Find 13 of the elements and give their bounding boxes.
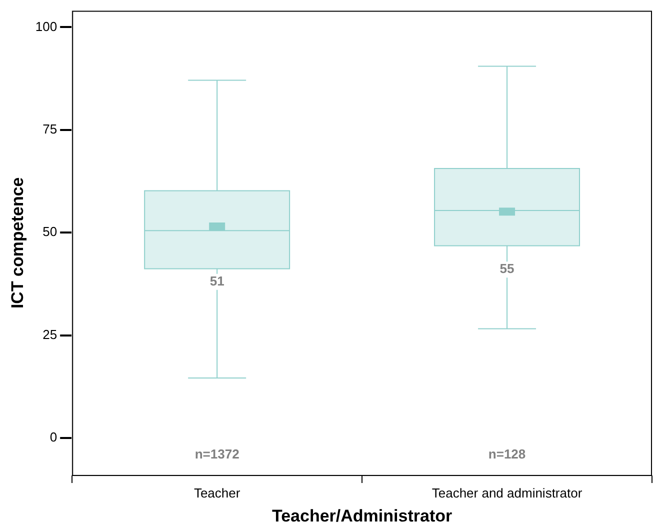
- y-tick-label: 0: [50, 430, 58, 445]
- x-tick-label: Teacher: [194, 485, 241, 500]
- annotation: 55: [500, 261, 514, 276]
- y-axis-title: ICT competence: [8, 177, 27, 309]
- y-tick-label: 75: [42, 122, 58, 137]
- x-tick-label: Teacher and administrator: [432, 485, 583, 500]
- annotation: n=1372: [194, 446, 240, 462]
- annotation: n=128: [488, 446, 526, 462]
- y-tick-label: 25: [42, 326, 58, 342]
- annotation: 51: [210, 274, 224, 289]
- y-tick-label: 50: [42, 224, 58, 240]
- x-axis-title: Teacher/Administrator: [272, 506, 452, 526]
- y-tick-label: 100: [35, 18, 58, 34]
